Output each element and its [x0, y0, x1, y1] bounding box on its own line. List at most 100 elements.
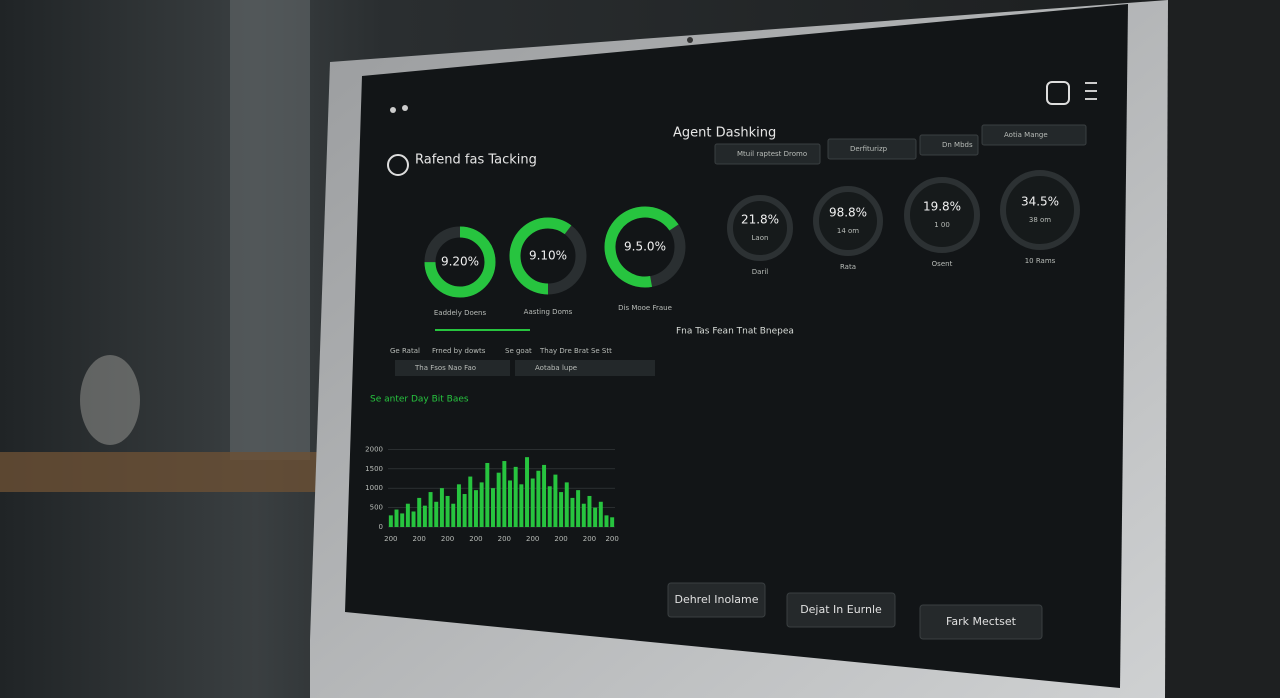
button-label: Fark Mectset — [946, 615, 1017, 628]
x-tick-label: 200 — [469, 535, 482, 543]
bar — [536, 470, 541, 527]
bar — [491, 488, 495, 527]
button[interactable] — [786, 592, 896, 628]
metric-label: Daril — [752, 268, 769, 276]
bar — [513, 466, 518, 527]
buttons: Dehrel Inolame Dejat In Eurnle Fark Mectse… — [667, 582, 1043, 640]
icon-button[interactable] — [1046, 81, 1070, 105]
filter-input-label: Aotaba lupe — [535, 364, 577, 372]
shelf — [0, 452, 330, 492]
metrics: 21.8% Laon Daril 98.8% 14 om Rata 19.8% 1 00 Ose… — [727, 170, 1080, 276]
bar — [462, 494, 467, 527]
bar — [593, 507, 598, 527]
filter-input[interactable] — [395, 360, 510, 376]
filter-column: Ge Ratal — [390, 347, 420, 355]
button-label: Dejat In Eurnle — [800, 603, 882, 616]
toolbar-label: Derfiturizp — [850, 145, 888, 153]
filter-column: Thay Dre Brat Se Stt — [539, 347, 612, 355]
toolbar-label: Mtuil raptest Dromo — [737, 150, 807, 158]
metric-ring — [1000, 170, 1080, 250]
bar — [405, 503, 410, 527]
toolbar-label: Dn Mbds — [942, 141, 973, 149]
toolbar-button[interactable] — [981, 124, 1087, 146]
bar — [456, 484, 461, 527]
window-dot — [390, 107, 396, 113]
filter-column: Frned by dowts — [432, 347, 486, 355]
donut-group — [424, 206, 686, 331]
menu-icon — [1085, 98, 1097, 100]
menu-icon[interactable] — [1085, 82, 1097, 84]
x-tick-label: 200 — [441, 535, 454, 543]
donut-arc — [424, 226, 496, 298]
bar — [553, 474, 558, 527]
metric-ring — [904, 177, 980, 253]
bar — [439, 488, 444, 527]
donut-value: 9.5.0% — [624, 240, 666, 254]
y-tick-label: 2000 — [365, 445, 383, 453]
bar — [417, 497, 422, 527]
bar — [479, 482, 484, 527]
bar — [502, 461, 507, 527]
metric-value: 19.8% — [923, 200, 961, 214]
bar — [519, 484, 524, 527]
panel-title: Rafend fas Tacking — [415, 153, 537, 168]
area-chart-title: Fna Tas Fean Tnat Bnepea — [676, 327, 794, 337]
metric-sub: 1 00 — [934, 221, 950, 229]
bar — [581, 503, 586, 527]
menu-icon — [1085, 90, 1097, 92]
metric-value: 34.5% — [1021, 195, 1059, 209]
plant-pot — [80, 355, 140, 445]
donut-value: 9.10% — [529, 249, 567, 263]
bar — [428, 492, 433, 527]
bar-chart-title: Se anter Day Bit Baes — [370, 395, 469, 405]
title: Agent Dashking — [673, 126, 776, 141]
bar — [400, 513, 405, 527]
metric-label: 10 Rams — [1025, 257, 1056, 265]
camera — [687, 37, 693, 43]
button[interactable] — [667, 582, 766, 618]
bar — [564, 482, 569, 527]
x-tick-label: 200 — [605, 535, 618, 543]
y-tick-label: 500 — [370, 504, 383, 512]
toolbar-button[interactable] — [714, 143, 821, 165]
button-label: Dehrel Inolame — [674, 593, 758, 606]
metric-ring — [727, 195, 793, 261]
filter-input[interactable] — [515, 360, 655, 376]
bar — [559, 492, 564, 527]
filter-column: Se goat — [505, 347, 532, 355]
bar — [610, 517, 615, 527]
window — [230, 0, 310, 460]
metric-sub: 14 om — [837, 227, 859, 235]
y-tick-label: 1000 — [365, 484, 383, 492]
bar — [525, 457, 530, 527]
logo — [387, 154, 409, 176]
bar — [451, 503, 456, 527]
bar — [576, 490, 581, 527]
x-tick-label: 200 — [498, 535, 511, 543]
toolbar-button[interactable] — [827, 138, 917, 160]
metric-sub: 38 om — [1029, 216, 1051, 224]
y-tick-label: 0 — [379, 523, 383, 531]
bar — [496, 472, 501, 527]
button[interactable] — [919, 604, 1043, 640]
metric-ring — [813, 186, 883, 256]
bar — [394, 509, 399, 527]
bar — [434, 501, 439, 527]
metric-label: Osent — [932, 260, 953, 268]
metric-value: 21.8% — [741, 213, 779, 227]
metric-value: 98.8% — [829, 206, 867, 220]
toolbar-button[interactable] — [919, 134, 979, 156]
bar — [388, 515, 393, 527]
bar — [485, 462, 490, 527]
bar — [547, 486, 552, 527]
donut-caption: Eaddely Doens — [434, 309, 487, 317]
bar — [587, 495, 592, 527]
bar — [422, 505, 427, 527]
x-tick-label: 200 — [413, 535, 426, 543]
toolbar-label: Aotia Mange — [1004, 131, 1048, 139]
bar — [445, 495, 450, 527]
bar — [598, 501, 603, 527]
bar — [542, 464, 547, 527]
filters: Ge Ratal Frned by dowts Se goat Thay Dre Br… — [390, 347, 655, 376]
